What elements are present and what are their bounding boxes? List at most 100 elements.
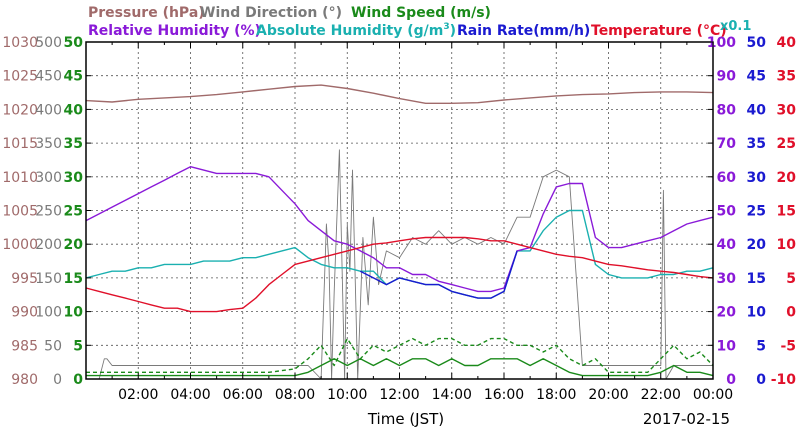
legend-entry: Wind Speed (m/s) — [351, 5, 491, 21]
y-tick-label-wind-direction: 400 — [35, 102, 62, 118]
legend-entry: Pressure (hPa) — [88, 5, 205, 21]
legend-superscript: 3 — [443, 22, 449, 32]
legend: Pressure (hPa)Wind Direction (°) Wind Spe… — [88, 5, 751, 39]
y-tick-label-rain-rate: 0 — [756, 372, 766, 388]
legend-entry: Rain Rate(mm/h) — [457, 23, 590, 39]
y-tick-label-temperature: -5 — [780, 338, 796, 354]
series-wind-direction — [86, 149, 713, 380]
y-tick-label-relative-humidity: 30 — [717, 271, 737, 287]
y-tick-label-temperature: 5 — [786, 271, 796, 287]
y-tick-label-wind-direction: 200 — [35, 237, 62, 253]
y-tick-label-pressure: 1000 — [2, 237, 38, 253]
series-wind-gust — [86, 337, 714, 373]
y-tick-label-relative-humidity: 50 — [717, 204, 737, 220]
y-tick-label-pressure: 1015 — [2, 136, 38, 152]
y-tick-label-temperature: 15 — [777, 204, 796, 220]
x-axis: 02:00 04:00 06:00 08:00 10:00 12:00 14:00 16:00… — [85, 42, 733, 403]
y-tick-label-wind-direction: 0 — [53, 372, 62, 388]
y-tick-label-wind-speed: 0 — [73, 372, 83, 388]
y-tick-label-wind-direction: 100 — [35, 305, 62, 321]
y-tick-label-pressure: 1020 — [2, 102, 38, 118]
x-tick-label: 20:00 — [588, 387, 628, 403]
y-tick-label-rain-rate: 30 — [747, 170, 767, 186]
x-tick-label: 02:00 — [118, 387, 158, 403]
y-tick-label-temperature: 30 — [777, 102, 797, 118]
y-tick-label-temperature: 10 — [777, 237, 797, 253]
y-tick-label-wind-direction: 50 — [44, 338, 62, 354]
series-wind-speed-m-s — [86, 358, 714, 377]
y-tick-label-relative-humidity: 0 — [726, 372, 736, 388]
y-tick-label-wind-speed: 45 — [64, 69, 83, 85]
y-tick-label-temperature: 20 — [777, 170, 797, 186]
legend-entry: Absolute Humidity (g/m3) — [256, 22, 456, 39]
y-tick-label-rain-rate: 35 — [747, 136, 766, 152]
x-tick-label: 06:00 — [223, 387, 263, 403]
series-group — [85, 84, 714, 380]
x-tick-label: 10:00 — [327, 387, 367, 403]
y-tick-label-pressure: 985 — [11, 338, 38, 354]
y-tick-label-wind-speed: 10 — [64, 305, 84, 321]
y-tick-label-temperature: 40 — [777, 35, 797, 51]
series-relative-humidity — [85, 165, 714, 293]
y-tick-label-wind-speed: 35 — [64, 136, 83, 152]
x-tick-label: 14:00 — [432, 387, 472, 403]
y-tick-label-pressure: 1005 — [2, 204, 38, 220]
x-tick-label: 08:00 — [275, 387, 315, 403]
y-tick-label-wind-speed: 30 — [64, 170, 84, 186]
series-pressure-hpa — [85, 84, 714, 105]
x-tick-label: 12:00 — [379, 387, 419, 403]
y-tick-label-wind-direction: 300 — [35, 170, 62, 186]
series-rain-rate-mm-h — [359, 250, 518, 299]
y-axes: 9809859909951000100510101015102010251030… — [2, 35, 796, 388]
y-tick-label-relative-humidity: 80 — [717, 102, 737, 118]
date-label: 2017-02-15 — [643, 410, 730, 428]
y-tick-label-relative-humidity: 60 — [717, 170, 737, 186]
y-tick-label-pressure: 990 — [11, 305, 38, 321]
y-tick-label-relative-humidity: 90 — [717, 69, 737, 85]
y-tick-label-rain-rate: 45 — [747, 69, 766, 85]
y-tick-label-wind-direction: 250 — [35, 204, 62, 220]
x-axis-label: Time (JST) — [367, 410, 444, 428]
y-tick-label-wind-direction: 150 — [35, 271, 62, 287]
y-tick-label-pressure: 995 — [11, 271, 38, 287]
grid — [86, 42, 713, 379]
legend-entry: Wind Direction (°) — [200, 5, 342, 21]
y-tick-label-wind-speed: 5 — [73, 338, 83, 354]
y-tick-label-temperature: 0 — [786, 305, 796, 321]
x-tick-label: 18:00 — [536, 387, 576, 403]
y-tick-label-wind-speed: 15 — [64, 271, 83, 287]
legend-entry: Relative Humidity (%) — [88, 23, 261, 39]
y-tick-label-temperature: 35 — [777, 69, 796, 85]
y-tick-label-pressure: 1025 — [2, 69, 38, 85]
y-tick-label-pressure: 1030 — [2, 35, 38, 51]
x-tick-label: 04:00 — [170, 387, 210, 403]
y-tick-label-wind-speed: 20 — [64, 237, 84, 253]
y-tick-label-temperature: -10 — [771, 372, 797, 388]
y-tick-label-rain-rate: 10 — [747, 305, 767, 321]
y-tick-label-rain-rate: 20 — [747, 237, 767, 253]
y-tick-label-wind-direction: 350 — [35, 136, 62, 152]
y-tick-label-rain-rate: 25 — [747, 204, 766, 220]
y-tick-label-rain-rate: 5 — [756, 338, 766, 354]
scale-note: x0.1 — [720, 19, 751, 34]
y-tick-label-wind-direction: 450 — [35, 69, 62, 85]
y-tick-label-wind-speed: 50 — [64, 35, 84, 51]
y-tick-label-rain-rate: 40 — [747, 102, 767, 118]
y-tick-label-wind-speed: 25 — [64, 204, 83, 220]
x-tick-label: 00:00 — [693, 387, 733, 403]
y-tick-label-rain-rate: 15 — [747, 271, 766, 287]
y-tick-label-relative-humidity: 100 — [707, 35, 736, 51]
legend-close-paren: ) — [450, 23, 456, 39]
x-tick-label: 16:00 — [484, 387, 524, 403]
y-tick-label-relative-humidity: 20 — [717, 305, 737, 321]
y-tick-label-temperature: 25 — [777, 136, 796, 152]
legend-entry: Temperature (°C) — [591, 23, 727, 39]
x-tick-label: 22:00 — [641, 387, 681, 403]
y-tick-label-relative-humidity: 70 — [717, 136, 737, 152]
y-tick-label-rain-rate: 50 — [747, 35, 767, 51]
y-tick-label-pressure: 980 — [11, 372, 38, 388]
y-tick-label-wind-direction: 500 — [35, 35, 62, 51]
y-tick-label-relative-humidity: 10 — [717, 338, 737, 354]
y-tick-label-pressure: 1010 — [2, 170, 38, 186]
